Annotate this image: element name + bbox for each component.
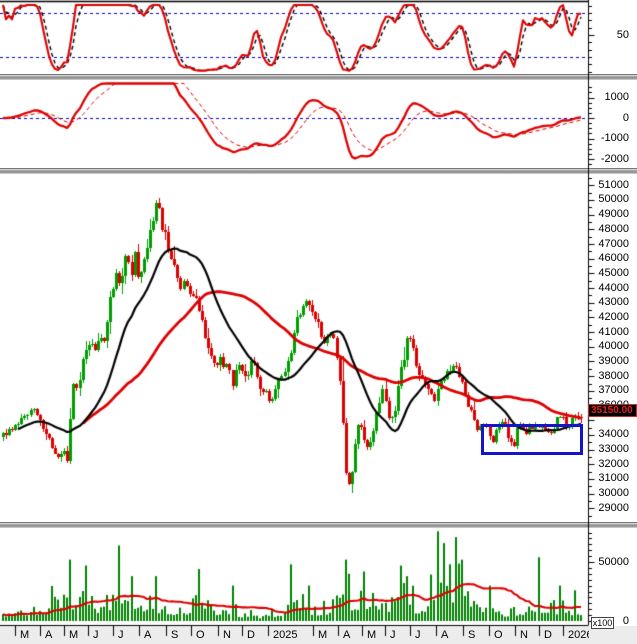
volume-zero-label: 0 <box>622 615 629 627</box>
month-label: 2026 <box>568 629 589 641</box>
price-tick-label: 47000 <box>598 237 629 250</box>
macd-tick-label: -2000 <box>600 152 629 165</box>
month-label: M <box>367 629 377 641</box>
month-label: S <box>468 629 476 641</box>
month-label: O <box>196 629 205 641</box>
price-tick-label: 31000 <box>598 472 629 485</box>
stochastic-tick-label: 50 <box>616 28 629 41</box>
month-label: J <box>390 629 396 641</box>
last-price-marker: 35150.00 <box>588 404 637 417</box>
price-tick-label: 32000 <box>598 457 629 470</box>
month-label: D <box>247 629 255 641</box>
month-label: M <box>318 629 328 641</box>
volume-unit-box: x100 <box>591 617 614 629</box>
macd-tick-label: 1000 <box>604 91 629 103</box>
month-label: M <box>20 629 30 641</box>
month-label: A <box>441 629 449 641</box>
price-tick-label: 45000 <box>598 266 629 279</box>
price-tick-label: 40000 <box>598 340 629 353</box>
price-tick-label: 49000 <box>598 208 629 221</box>
month-label: 2025 <box>273 629 298 641</box>
price-tick-label: 39000 <box>598 354 629 367</box>
price-tick-label: 50000 <box>598 193 629 206</box>
month-label: A <box>343 629 351 641</box>
price-tick-label: 48000 <box>598 222 629 235</box>
price-tick-label: 29000 <box>598 501 629 514</box>
macd-tick-label: -1000 <box>600 132 629 144</box>
price-tick-label: 44000 <box>598 281 629 294</box>
price-tick-label: 51000 <box>598 178 629 191</box>
month-label: J <box>415 629 421 641</box>
price-tick-label: 33000 <box>598 443 629 456</box>
price-tick-label: 46000 <box>598 252 629 265</box>
month-label: J <box>118 629 124 641</box>
volume-tick-label: 50000 <box>598 555 629 568</box>
macd-tick-label: 0 <box>622 111 629 124</box>
x-axis-month-labels: M A M J J A S O N D 2025 M A M J J A S O N D 2026 <box>20 629 589 641</box>
price-tick-label: 34000 <box>598 428 629 441</box>
month-label: A <box>45 629 53 641</box>
price-tick-label: 41000 <box>598 325 629 338</box>
price-tick-label: 42000 <box>598 310 629 323</box>
month-label: O <box>494 629 503 641</box>
month-label: A <box>144 629 152 641</box>
annotation-rectangle[interactable] <box>481 424 583 455</box>
month-label: M <box>69 629 79 641</box>
month-label: J <box>93 629 99 641</box>
price-tick-label: 43000 <box>598 296 629 309</box>
price-tick-label: 38000 <box>598 369 629 382</box>
month-label: D <box>544 629 552 641</box>
month-label: S <box>171 629 179 641</box>
month-label: N <box>223 629 231 641</box>
last-price-value: 35150.00 <box>591 405 633 416</box>
volume-unit-label: x100 <box>592 618 613 628</box>
price-tick-label: 37000 <box>598 384 629 397</box>
price-tick-label: 30000 <box>598 487 629 500</box>
month-label: N <box>520 629 528 641</box>
